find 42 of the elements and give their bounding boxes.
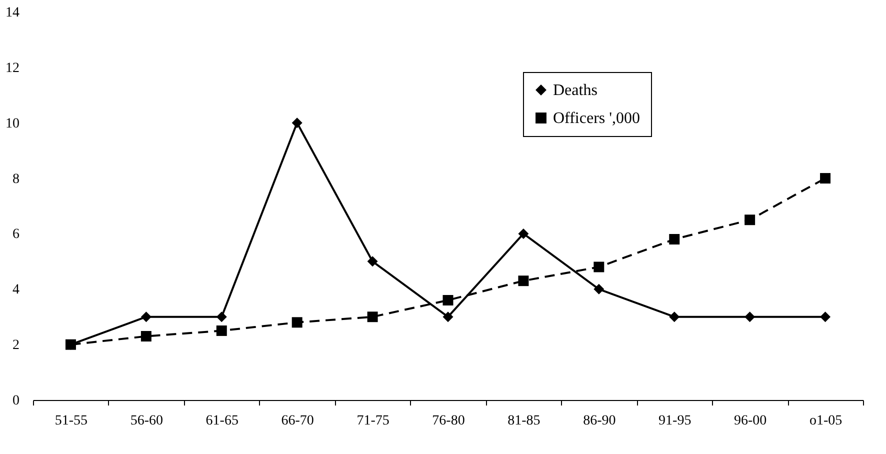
point bbox=[442, 294, 454, 306]
point bbox=[518, 276, 529, 286]
point bbox=[744, 312, 756, 322]
point bbox=[216, 325, 227, 336]
y-tick-label: 4 bbox=[12, 282, 20, 298]
point bbox=[140, 331, 152, 342]
y-tick-label: 2 bbox=[12, 338, 20, 354]
y-tick-label: 0 bbox=[12, 394, 20, 408]
x-tick-label: 51-55 bbox=[54, 414, 88, 428]
x-tick-label: 86-90 bbox=[583, 414, 616, 428]
x-tick-label: 96-00 bbox=[734, 414, 767, 428]
y-tick-label: 6 bbox=[12, 227, 20, 242]
x-tick-label: 61-65 bbox=[206, 414, 238, 428]
point bbox=[367, 312, 378, 322]
y-tick-label: 10 bbox=[6, 116, 20, 132]
point bbox=[292, 118, 302, 128]
x-tick-label: 66-70 bbox=[281, 414, 314, 428]
point bbox=[140, 312, 152, 322]
point bbox=[367, 256, 378, 267]
legend-label: Officers ',000 bbox=[553, 110, 640, 127]
y-tick-label: 12 bbox=[6, 60, 20, 76]
y-tick-label: 14 bbox=[6, 6, 20, 20]
point bbox=[669, 234, 680, 244]
point bbox=[65, 339, 76, 350]
x-tick-label: 76-80 bbox=[432, 414, 465, 428]
x-tick-label: 91-95 bbox=[658, 414, 692, 428]
point bbox=[518, 228, 529, 239]
x-tick-label: o1-05 bbox=[809, 414, 842, 428]
x-tick-label: 56-60 bbox=[130, 414, 164, 428]
point bbox=[820, 312, 831, 322]
x-tick-label: 81-85 bbox=[508, 414, 540, 428]
point bbox=[216, 312, 227, 322]
legend-label: Deaths bbox=[553, 82, 598, 99]
point bbox=[292, 317, 302, 328]
point bbox=[820, 173, 831, 184]
point bbox=[594, 262, 604, 272]
x-tick-label: 71-75 bbox=[356, 414, 390, 428]
point bbox=[442, 312, 454, 322]
y-tick-label: 8 bbox=[12, 172, 20, 187]
point bbox=[594, 284, 604, 294]
point bbox=[744, 214, 756, 226]
point bbox=[669, 312, 680, 322]
